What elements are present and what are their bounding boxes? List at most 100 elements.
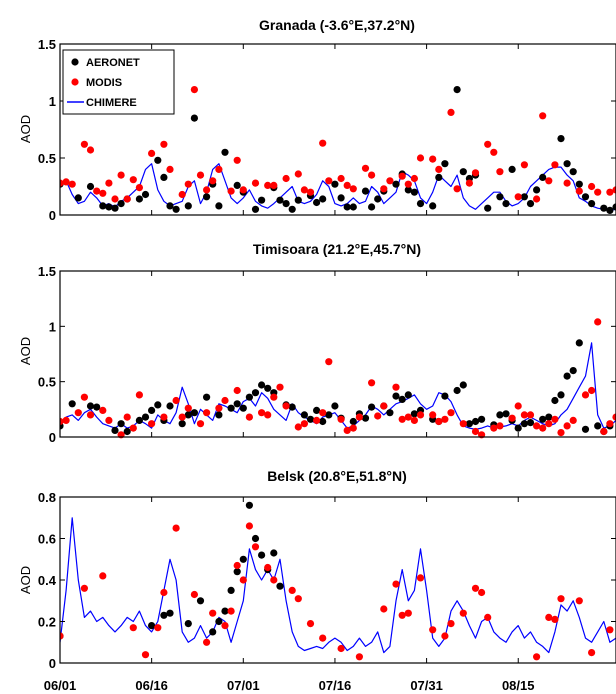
granada-modis-point <box>319 139 327 147</box>
granada-aeronet-point <box>251 205 260 213</box>
belsk-modis-point <box>478 588 486 597</box>
granada-aeronet-point <box>86 182 95 191</box>
timisoara-aeronet-point <box>557 391 565 399</box>
belsk-modis-point <box>239 576 247 584</box>
timisoara-aeronet-point <box>319 417 327 426</box>
belsk-aeronet-point <box>160 611 168 619</box>
belsk-modis-point <box>551 615 559 624</box>
belsk-aeronet-point <box>148 622 156 630</box>
belsk-modis-point <box>355 653 363 661</box>
belsk-xtick-label: 07/16 <box>319 678 352 693</box>
timisoara-aeronet-point <box>135 416 143 424</box>
timisoara-aeronet-point <box>313 406 321 414</box>
belsk-aeronet-point <box>166 609 174 617</box>
belsk-modis-point <box>380 605 388 613</box>
belsk-modis-point <box>99 572 107 580</box>
timisoara-modis-point <box>490 424 498 432</box>
granada-modis-point <box>533 195 541 203</box>
belsk-modis-point <box>392 580 400 588</box>
belsk-modis-point <box>416 574 425 582</box>
timisoara-aeronet-point <box>539 415 547 423</box>
granada-aeronet-point <box>508 165 516 173</box>
timisoara-modis-point <box>374 412 382 420</box>
timisoara-modis-point <box>123 413 131 421</box>
timisoara-modis-point <box>172 396 180 405</box>
granada-modis-point <box>93 187 101 195</box>
granada-aeronet-point <box>282 200 290 208</box>
granada-modis-point <box>453 185 461 193</box>
granada-aeronet-point <box>410 188 418 196</box>
granada-modis-point <box>539 112 547 120</box>
granada-modis-point <box>166 165 174 173</box>
timisoara-aeronet-point <box>398 395 406 403</box>
timisoara-aeronet-point <box>349 417 357 426</box>
granada-aeronet-point <box>221 148 229 156</box>
timisoara-aeronet-point <box>306 415 315 423</box>
timisoara-modis-point <box>508 414 516 422</box>
granada-aeronet-point <box>435 173 443 181</box>
timisoara-modis-point <box>99 406 107 414</box>
timisoara-modis-point <box>563 422 571 430</box>
granada-modis-point <box>190 86 198 94</box>
belsk-xtick-label: 08/15 <box>502 678 535 693</box>
granada-modis-point <box>68 180 76 188</box>
granada-modis-point <box>251 179 260 187</box>
granada-modis-point <box>282 174 290 183</box>
timisoara-modis-point <box>319 409 327 417</box>
granada-aeronet-point <box>154 156 162 164</box>
granada-aeronet-point <box>557 135 565 143</box>
granada-modis-point <box>325 177 333 185</box>
timisoara-modis-point <box>355 413 363 421</box>
timisoara-modis-point <box>282 402 290 410</box>
timisoara-modis-point <box>594 318 602 326</box>
granada-modis-point <box>300 186 308 194</box>
timisoara-aeronet-point <box>569 367 577 375</box>
belsk-ylabel: AOD <box>18 566 33 594</box>
timisoara-ytick-label: 1 <box>49 319 56 334</box>
granada-modis-point <box>410 174 418 183</box>
granada-aeronet-point <box>288 205 296 213</box>
timisoara-ylabel: AOD <box>18 337 33 365</box>
belsk-modis-point <box>270 576 278 584</box>
timisoara-aeronet-point <box>514 424 522 432</box>
timisoara-modis-point <box>526 411 535 419</box>
granada-modis-point <box>86 146 95 154</box>
belsk-modis-point <box>294 595 302 603</box>
timisoara-modis-point <box>471 427 480 436</box>
granada-modis-point <box>203 186 211 194</box>
granada-aeronet-point <box>588 200 596 208</box>
legend-aeronet-marker <box>71 58 79 66</box>
timisoara-modis-point <box>606 420 614 428</box>
belsk-chimere-line <box>60 517 616 654</box>
timisoara-aeronet-point <box>361 414 370 422</box>
timisoara-aeronet-point <box>166 402 174 410</box>
timisoara-aeronet-point <box>117 420 125 428</box>
granada-aeronet-point <box>276 196 284 204</box>
granada-plot-frame <box>59 43 616 216</box>
granada-ylabel: AOD <box>18 115 33 143</box>
timisoara-modis-point <box>135 391 143 399</box>
granada-modis-point <box>123 195 131 203</box>
granada-aeronet-point <box>484 204 492 212</box>
granada-aeronet-point <box>539 173 547 181</box>
granada-modis-point <box>465 179 473 187</box>
timisoara-ytick-label: 1.5 <box>38 264 56 279</box>
belsk-modis-point <box>203 638 211 646</box>
timisoara-modis-point <box>129 424 137 432</box>
granada-aeronet-point <box>166 202 174 210</box>
timisoara-modis-point <box>337 415 345 423</box>
belsk-ytick-label: 0.4 <box>38 573 57 588</box>
timisoara-aeronet-point <box>404 391 412 399</box>
granada-aeronet-point <box>600 204 608 212</box>
granada-modis-point <box>349 185 357 193</box>
timisoara-aeronet-point <box>502 410 510 418</box>
granada-modis-point <box>117 171 125 179</box>
belsk-modis-point <box>588 649 596 657</box>
granada-modis-point <box>178 190 186 199</box>
timisoara-aeronet-point <box>239 404 247 412</box>
timisoara-modis-point <box>270 393 278 401</box>
timisoara-modis-point <box>429 411 437 419</box>
granada-aeronet-point <box>563 160 571 168</box>
timisoara-modis-point <box>148 420 156 428</box>
granada-modis-point <box>111 195 119 203</box>
